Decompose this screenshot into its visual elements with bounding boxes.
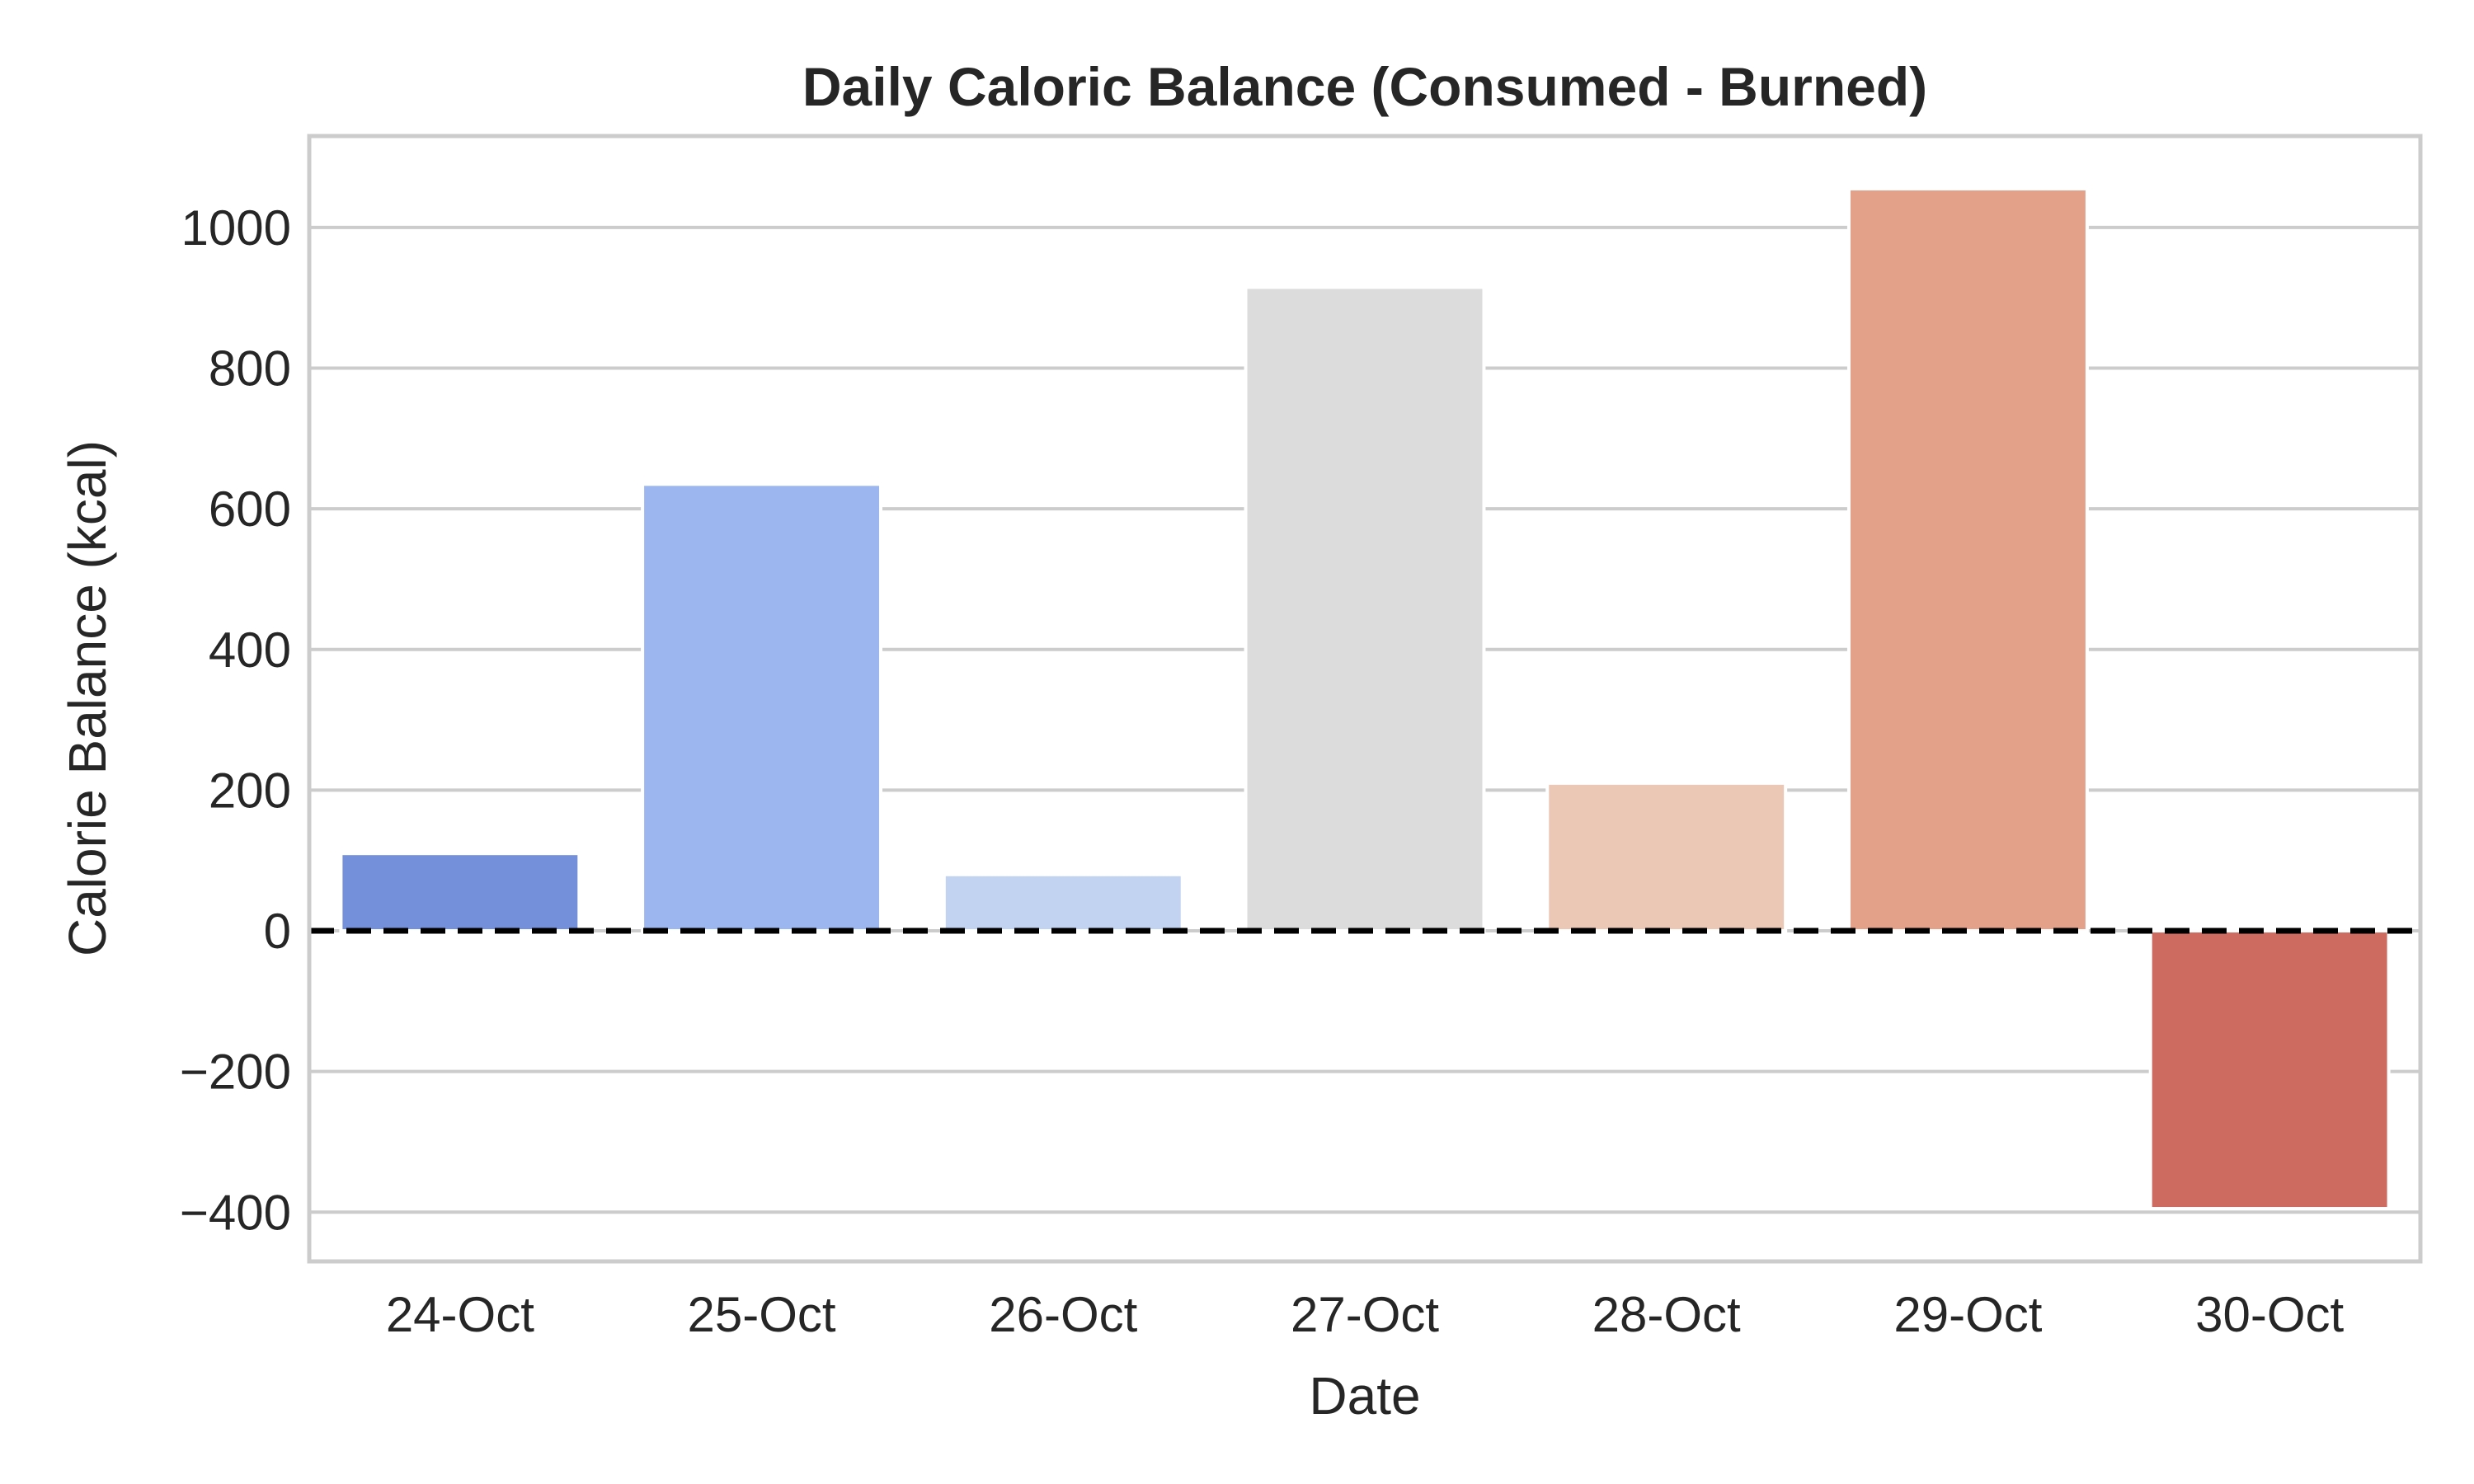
y-tick-label: −200 xyxy=(180,1045,291,1100)
x-tick-label: 30-Oct xyxy=(2195,1287,2344,1342)
bar-25-oct xyxy=(641,482,883,933)
x-tick-label: 24-Oct xyxy=(386,1287,534,1342)
x-tick-label: 25-Oct xyxy=(688,1287,836,1342)
y-tick-label: 800 xyxy=(209,341,291,397)
y-tick-label: 600 xyxy=(209,481,291,537)
bar-30-oct xyxy=(2148,929,2391,1211)
bar-27-oct xyxy=(1244,285,1486,933)
bar-24-oct xyxy=(339,852,581,933)
y-axis-label: Calorie Balance (kcal) xyxy=(58,440,117,956)
x-tick-label: 29-Oct xyxy=(1893,1287,2042,1342)
bar-26-oct xyxy=(942,872,1184,933)
x-tick-label: 26-Oct xyxy=(989,1287,1137,1342)
x-tick-labels: 24-Oct 25-Oct 26-Oct 27-Oct 28-Oct 29-Oct 30-O… xyxy=(386,1287,2345,1342)
bars xyxy=(339,186,2391,1211)
y-tick-label: 1000 xyxy=(181,200,291,256)
x-axis-label: Date xyxy=(1309,1366,1420,1425)
bar-29-oct xyxy=(1846,186,2089,933)
bar-28-oct xyxy=(1545,781,1788,933)
x-tick-label: 27-Oct xyxy=(1291,1287,1439,1342)
y-tick-label: −400 xyxy=(180,1185,291,1240)
plot-frame xyxy=(307,134,2423,1264)
y-tick-label: 200 xyxy=(209,763,291,818)
y-tick-labels: −400 −200 0 200 400 600 800 1000 xyxy=(180,200,291,1240)
x-tick-label: 28-Oct xyxy=(1592,1287,1741,1342)
y-tick-label: 400 xyxy=(209,622,291,678)
chart-title: Daily Caloric Balance (Consumed - Burned… xyxy=(802,56,1927,117)
y-tick-label: 0 xyxy=(264,904,291,959)
